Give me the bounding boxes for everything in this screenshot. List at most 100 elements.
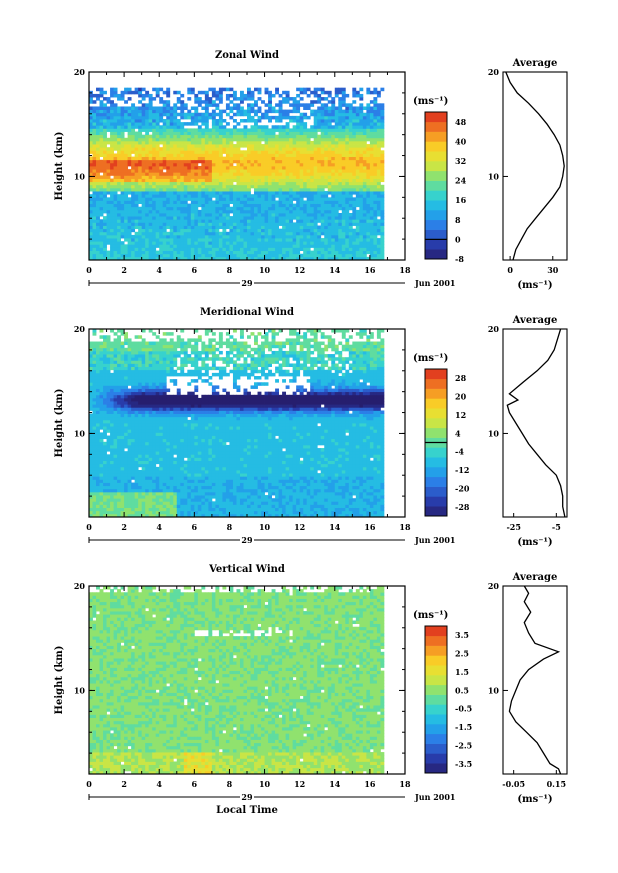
heatmap-cell	[145, 253, 150, 258]
heatmap-cell	[110, 216, 114, 220]
heatmap-cell	[117, 225, 121, 230]
heatmap-cell	[99, 426, 104, 430]
heatmap-cell	[225, 253, 230, 258]
heatmap-cell	[96, 87, 100, 92]
heatmap-cell	[306, 213, 311, 217]
heatmap-cell	[162, 100, 167, 104]
heatmap-cell	[331, 128, 336, 132]
heatmap-cell	[99, 134, 104, 139]
heatmap-cell	[155, 169, 160, 173]
heatmap-cell	[250, 147, 255, 151]
heatmap-cell	[201, 147, 206, 151]
heatmap-cell	[152, 122, 157, 126]
heatmap-cell	[96, 184, 100, 189]
heatmap-cell	[317, 87, 322, 92]
heatmap-cell	[348, 194, 353, 198]
heatmap-cell	[162, 128, 167, 132]
heatmap-cell	[327, 219, 332, 223]
heatmap-cell	[355, 156, 360, 161]
heatmap-cell	[96, 394, 100, 399]
heatmap-cell	[134, 184, 139, 189]
heatmap-cell	[92, 419, 97, 424]
heatmap-cell	[268, 228, 272, 233]
heatmap-cell	[190, 169, 195, 173]
heatmap-cell	[159, 162, 164, 167]
heatmap-cell	[187, 147, 192, 151]
heatmap-cell	[96, 423, 100, 427]
heatmap-cell	[299, 178, 304, 183]
heatmap-cell	[183, 137, 188, 142]
heatmap-cell	[292, 106, 297, 110]
heatmap-cell	[113, 457, 118, 461]
heatmap-cell	[99, 122, 104, 126]
heatmap-cell	[197, 97, 202, 101]
heatmap-cell	[141, 150, 146, 154]
heatmap-cell	[155, 178, 160, 183]
heatmap-cell	[131, 206, 136, 211]
heatmap-cell	[187, 241, 192, 245]
heatmap-cell	[162, 90, 167, 95]
heatmap-cell	[369, 256, 374, 261]
heatmap-cell	[110, 140, 114, 145]
heatmap-cell	[324, 153, 329, 157]
heatmap-cell	[359, 128, 364, 132]
heatmap-cell	[134, 234, 139, 239]
heatmap-cell	[232, 241, 237, 245]
heatmap-cell	[103, 510, 107, 515]
heatmap-cell	[89, 372, 93, 377]
heatmap-cell	[110, 357, 114, 361]
heatmap-cell	[296, 222, 301, 226]
heatmap-cell	[127, 156, 132, 161]
heatmap-cell	[99, 93, 104, 98]
heatmap-cell	[120, 191, 125, 195]
heatmap-cell	[324, 125, 329, 129]
heatmap-cell	[296, 219, 301, 223]
heatmap-cell	[106, 466, 111, 471]
heatmap-cell	[306, 150, 311, 154]
heatmap-cell	[103, 140, 107, 145]
heatmap-cell	[296, 122, 301, 126]
heatmap-cell	[355, 197, 360, 201]
heatmap-cell	[376, 222, 381, 226]
heatmap-cell	[232, 134, 237, 139]
heatmap-cell	[208, 228, 213, 233]
heatmap-cell	[106, 219, 111, 223]
heatmap-cell	[313, 206, 318, 211]
heatmap-cell	[113, 172, 118, 176]
heatmap-cell	[268, 209, 272, 214]
heatmap-cell	[341, 140, 346, 145]
heatmap-cell	[239, 216, 244, 220]
heatmap-cell	[257, 147, 262, 151]
heatmap-cell	[110, 482, 114, 487]
heatmap-cell	[134, 112, 139, 117]
heatmap-cell	[194, 134, 199, 139]
heatmap-cell	[138, 228, 143, 233]
heatmap-cell	[278, 125, 283, 129]
heatmap-cell	[376, 90, 381, 95]
heatmap-cell	[313, 169, 318, 173]
heatmap-cell	[166, 144, 171, 148]
heatmap-cell	[229, 187, 234, 192]
heatmap-cell	[376, 256, 381, 261]
heatmap-cell	[229, 256, 234, 261]
heatmap-cell	[243, 140, 248, 145]
heatmap-cell	[176, 187, 181, 192]
heatmap-cell	[131, 122, 136, 126]
heatmap-cell	[348, 125, 353, 129]
heatmap-cell	[345, 222, 350, 226]
heatmap-cell	[113, 241, 118, 245]
heatmap-cell	[338, 187, 343, 192]
heatmap-cell	[145, 238, 150, 242]
heatmap-cell	[103, 147, 107, 151]
heatmap-cell	[124, 432, 129, 436]
heatmap-cell	[190, 144, 195, 148]
heatmap-cell	[99, 466, 104, 471]
heatmap-cell	[173, 244, 178, 248]
heatmap-cell	[138, 100, 143, 104]
heatmap-cell	[120, 404, 125, 408]
heatmap-cell	[113, 498, 118, 502]
heatmap-cell	[141, 222, 146, 226]
heatmap-cell	[376, 112, 381, 117]
heatmap-cell	[282, 247, 287, 251]
heatmap-cell	[261, 150, 265, 154]
